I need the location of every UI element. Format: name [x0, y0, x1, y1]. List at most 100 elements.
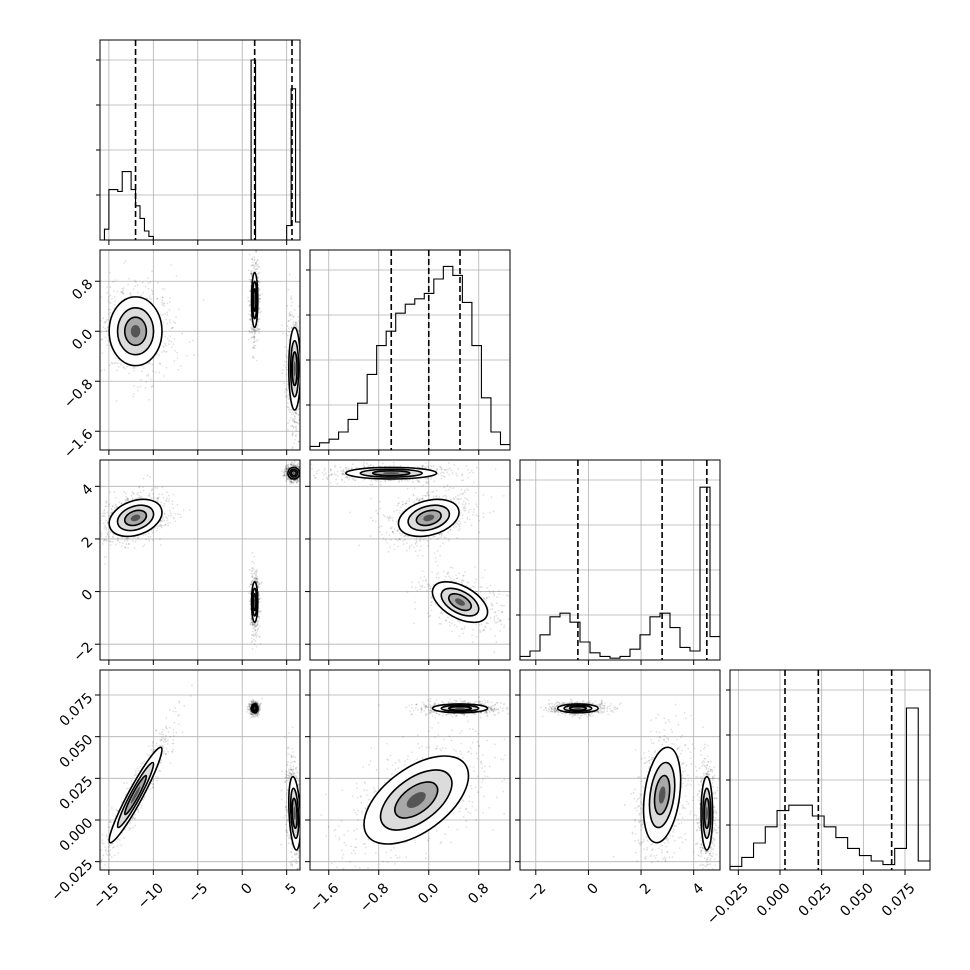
sample-point — [292, 418, 295, 421]
sample-point — [295, 323, 297, 326]
sample-point — [288, 398, 290, 401]
sample-point — [283, 468, 286, 471]
sample-point — [258, 271, 261, 274]
sample-point — [283, 382, 285, 384]
sample-point — [252, 335, 254, 338]
contour-line — [123, 509, 148, 527]
sample-point — [151, 370, 154, 373]
sample-point — [256, 259, 259, 262]
sample-point — [108, 540, 111, 543]
sample-point — [254, 330, 257, 333]
sample-point — [116, 845, 119, 847]
sample-point — [172, 493, 175, 496]
sample-point — [285, 477, 288, 479]
sample-point — [249, 623, 252, 626]
sample-point — [255, 579, 258, 582]
sample-point — [283, 472, 286, 475]
sample-point — [256, 329, 258, 332]
sample-point — [257, 280, 260, 283]
sample-point — [137, 769, 140, 772]
sample-point — [295, 421, 298, 424]
sample-point — [113, 491, 116, 493]
sample-point — [97, 303, 99, 305]
sample-point — [140, 294, 143, 297]
sample-point — [283, 473, 286, 476]
sample-point — [104, 500, 107, 503]
sample-point — [286, 389, 289, 392]
sample-point — [114, 361, 117, 364]
sample-point — [252, 328, 255, 331]
sample-point — [162, 345, 165, 348]
sample-point — [259, 611, 262, 614]
sample-point — [251, 331, 254, 334]
sample-point — [158, 732, 161, 735]
contour-fill — [130, 325, 141, 338]
sample-point — [252, 327, 255, 330]
sample-point — [128, 822, 131, 825]
sample-point — [285, 465, 288, 468]
sample-point — [178, 700, 180, 703]
sample-point — [109, 294, 112, 297]
sample-point — [118, 501, 121, 504]
sample-point — [164, 741, 167, 744]
sample-point — [301, 329, 303, 331]
contour-fill — [254, 598, 256, 606]
sample-point — [162, 728, 165, 731]
sample-point — [254, 329, 256, 332]
sample-point — [169, 509, 172, 512]
sample-point — [171, 750, 173, 753]
sample-point — [104, 563, 107, 566]
sample-point — [288, 419, 291, 422]
sample-point — [290, 297, 293, 300]
sample-point — [167, 750, 169, 753]
sample-point — [256, 702, 259, 705]
sample-point — [168, 343, 170, 346]
sample-point — [116, 538, 119, 540]
sample-point — [257, 710, 260, 712]
sample-point — [126, 497, 128, 500]
sample-point — [252, 346, 255, 349]
sample-point — [260, 610, 263, 613]
sample-point — [98, 530, 100, 532]
sample-point — [260, 582, 262, 585]
sample-point — [301, 358, 303, 360]
sample-point — [294, 412, 297, 414]
sample-point — [174, 349, 177, 352]
sample-point — [140, 762, 143, 765]
sample-point — [151, 749, 154, 752]
sample-point — [156, 297, 158, 300]
sample-point — [164, 753, 167, 756]
sample-point — [258, 583, 261, 586]
sample-point — [161, 520, 164, 523]
sample-point — [251, 634, 254, 637]
sample-point — [127, 497, 129, 500]
sample-point — [260, 702, 263, 705]
sample-point — [291, 434, 294, 437]
sample-point — [286, 468, 289, 471]
sample-point — [257, 712, 260, 715]
sample-point — [302, 471, 304, 473]
sample-point — [250, 272, 253, 275]
sample-point — [252, 624, 255, 627]
sample-point — [250, 617, 253, 620]
sample-point — [142, 534, 145, 537]
sample-point — [121, 536, 124, 539]
sample-point — [94, 851, 96, 853]
sample-point — [253, 335, 256, 338]
sample-point — [166, 322, 169, 325]
sample-point — [104, 863, 106, 866]
sample-point — [83, 501, 85, 503]
sample-point — [168, 301, 171, 303]
sample-point — [159, 740, 162, 742]
sample-point — [108, 858, 111, 861]
sample-point — [121, 541, 124, 544]
sample-point — [147, 535, 150, 538]
sample-point — [152, 783, 155, 786]
sample-point — [124, 538, 127, 541]
sample-point — [100, 866, 103, 869]
sample-point — [106, 531, 109, 534]
contour-fill — [292, 472, 295, 475]
sample-point — [116, 539, 119, 542]
sample-point — [98, 352, 100, 354]
sample-point — [254, 640, 257, 642]
